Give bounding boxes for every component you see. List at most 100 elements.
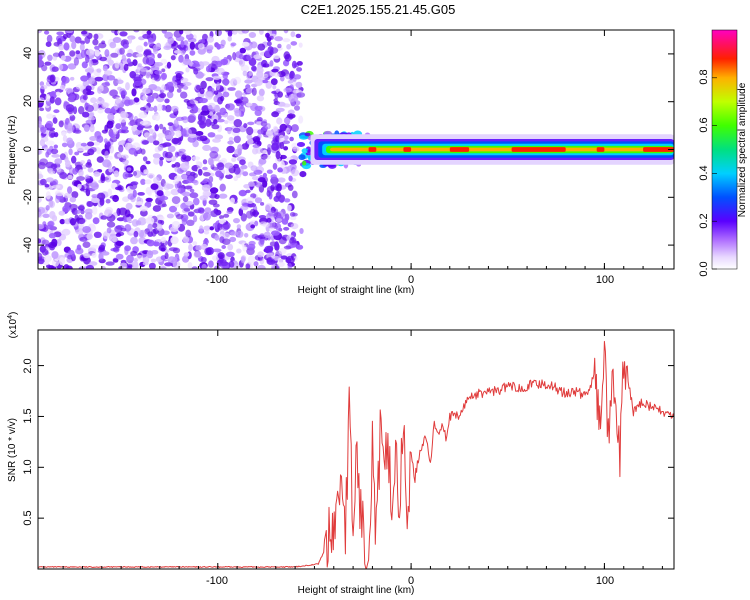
noise-blob [257, 251, 264, 258]
transition-blob [302, 160, 307, 166]
noise-blob [56, 31, 65, 36]
noise-blob [71, 155, 77, 164]
noise-blob [270, 174, 277, 180]
noise-blob [139, 120, 149, 125]
noise-blob [98, 244, 106, 251]
noise-blob [213, 118, 218, 125]
noise-blob [226, 251, 235, 257]
noise-blob [56, 166, 62, 173]
noise-blob [258, 88, 265, 97]
noise-blob [44, 255, 52, 263]
noise-blob [299, 228, 304, 234]
noise-blob [298, 42, 303, 48]
noise-blob [208, 199, 218, 205]
noise-blob [131, 88, 137, 97]
noise-blob [164, 98, 170, 104]
noise-blob [170, 55, 176, 61]
noise-blob [296, 92, 306, 98]
noise-blob [230, 231, 239, 236]
noise-blob [200, 61, 210, 66]
noise-blob [68, 148, 73, 156]
noise-blob [166, 81, 174, 87]
noise-blob [67, 186, 73, 194]
noise-blob [172, 179, 179, 185]
noise-blob [186, 33, 194, 40]
noise-blob [52, 52, 61, 58]
noise-blob [85, 178, 94, 183]
snr-multiplier-exp: 4 [7, 315, 14, 319]
noise-blob [260, 202, 265, 206]
noise-blob [72, 168, 78, 175]
noise-blob [105, 198, 111, 204]
noise-blob [145, 160, 151, 165]
noise-blob [281, 140, 290, 145]
noise-blob [251, 65, 257, 72]
noise-blob [227, 140, 234, 145]
noise-blob [246, 196, 255, 204]
noise-blob [157, 133, 166, 138]
noise-blob [232, 127, 241, 133]
noise-blob [290, 216, 297, 221]
noise-blob [224, 162, 234, 169]
noise-blob [216, 118, 225, 123]
noise-blob [143, 41, 148, 47]
noise-blob [79, 43, 85, 52]
noise-blob [278, 258, 284, 263]
noise-blob [250, 224, 256, 229]
noise-blob [234, 109, 242, 117]
noise-blob [93, 171, 101, 177]
noise-blob [151, 129, 156, 136]
noise-blob [157, 219, 163, 224]
noise-blob [129, 71, 137, 79]
noise-blob [253, 169, 263, 175]
noise-blob [164, 134, 174, 140]
noise-blob [75, 50, 81, 55]
noise-blob [257, 177, 266, 183]
noise-blob [152, 205, 162, 212]
noise-blob [45, 93, 51, 102]
noise-blob [76, 176, 85, 181]
snr-x-tick-0: 0 [408, 575, 414, 587]
noise-blob [171, 137, 180, 145]
snr-y-tick-05: 0.5 [22, 510, 34, 525]
noise-blob [142, 156, 148, 162]
noise-blob [39, 107, 45, 112]
noise-blob [275, 222, 282, 231]
snr-y-axis-title: SNR (10 * v/v) [7, 418, 18, 482]
noise-blob [291, 190, 298, 199]
noise-blob [295, 33, 302, 39]
noise-blob [278, 236, 287, 245]
noise-blob [143, 169, 149, 175]
noise-blob [209, 151, 219, 159]
noise-blob [276, 117, 283, 125]
noise-blob [115, 253, 124, 260]
noise-blob [77, 205, 85, 211]
noise-blob [114, 96, 122, 104]
noise-blob [112, 126, 118, 135]
noise-blob [104, 81, 110, 86]
noise-blob [46, 148, 52, 156]
noise-blob [128, 99, 133, 106]
noise-blob [94, 49, 101, 57]
noise-blob [193, 106, 199, 113]
noise-blob [172, 256, 178, 263]
noise-blob [241, 41, 250, 47]
noise-blob [81, 61, 88, 69]
noise-blob [219, 236, 225, 244]
spec-y-tick-40: 40 [22, 47, 34, 59]
noise-blob [239, 159, 246, 166]
noise-blob [233, 119, 243, 128]
noise-blob [255, 182, 263, 188]
noise-blob [148, 262, 156, 269]
noise-blob [182, 196, 189, 203]
noise-blob [261, 79, 269, 84]
noise-blob [93, 231, 102, 238]
noise-blob [66, 137, 74, 145]
noise-blob [85, 212, 93, 220]
noise-blob [82, 241, 91, 248]
noise-blob [62, 135, 68, 142]
noise-blob [254, 78, 263, 86]
noise-blob [108, 155, 113, 160]
noise-blob [223, 213, 230, 218]
noise-blob [78, 106, 85, 115]
